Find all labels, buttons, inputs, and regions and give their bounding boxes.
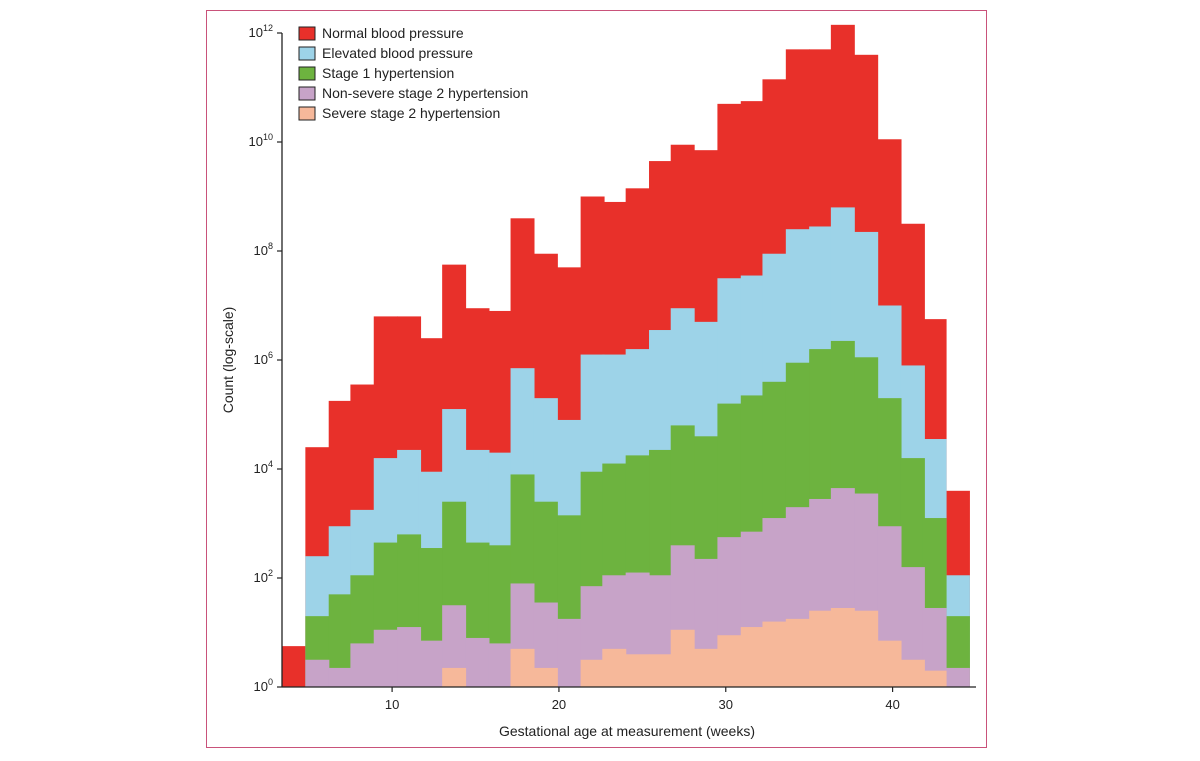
- bar-series5-bin27: [877, 640, 902, 687]
- legend-label: Severe stage 2 hypertension: [322, 105, 500, 121]
- bar-series5-bin21: [740, 627, 765, 687]
- histogram-bars: [282, 24, 970, 688]
- bar-series4-bin29: [922, 607, 947, 687]
- bar-series4-bin10: [488, 643, 513, 687]
- y-tick-label: 1012: [249, 23, 273, 40]
- bar-series4-bin6: [397, 627, 422, 687]
- y-tick-label: 104: [254, 459, 273, 476]
- bar-series5-bin16: [625, 654, 650, 687]
- legend-label: Stage 1 hypertension: [322, 65, 454, 81]
- x-tick-label: 40: [885, 697, 899, 712]
- legend-swatch: [298, 86, 316, 101]
- bar-series5-bin17: [649, 654, 673, 687]
- bar-series5-bin25: [830, 607, 855, 687]
- bar-series5-bin14: [580, 659, 605, 687]
- bar-series5-bin26: [854, 610, 879, 687]
- bar-series5-bin8: [442, 667, 467, 687]
- y-tick-label: 102: [254, 568, 273, 585]
- bar-series4-bin13: [557, 618, 582, 688]
- bar-series5-bin22: [762, 621, 787, 687]
- bar-series4-bin3: [328, 667, 353, 687]
- y-tick-label: 106: [254, 350, 273, 367]
- x-tick-label: 20: [552, 697, 566, 712]
- series-5: [442, 607, 947, 688]
- legend-label: Elevated blood pressure: [322, 45, 473, 61]
- legend-label: Normal blood pressure: [322, 25, 464, 41]
- bar-series4-bin30: [945, 667, 970, 687]
- bar-series4-bin4: [350, 643, 375, 687]
- legend-swatch: [298, 46, 316, 61]
- bar-series4-bin5: [373, 629, 398, 687]
- x-tick-label: 10: [385, 697, 399, 712]
- x-axis-title: Gestational age at measurement (weeks): [499, 723, 755, 739]
- bar-series4-bin2: [305, 659, 330, 687]
- bar-series4-bin8: [442, 605, 467, 687]
- bar-series5-bin20: [717, 635, 742, 687]
- bar-series5-bin29: [922, 670, 947, 687]
- bar-series4-bin9: [465, 637, 490, 687]
- x-tick-label: 30: [719, 697, 733, 712]
- legend-swatch: [298, 106, 316, 121]
- bar-series1-bin1: [282, 646, 306, 688]
- bar-series4-bin28: [900, 567, 925, 687]
- bar-series4-bin7: [418, 640, 443, 687]
- y-tick-label: 108: [254, 241, 273, 258]
- bar-series5-bin23: [785, 618, 810, 688]
- legend-label: Non-severe stage 2 hypertension: [322, 85, 528, 101]
- bar-series3-bin3: [328, 594, 353, 687]
- y-tick-labels: 100 102 104 106 108 1010 1012: [249, 23, 282, 694]
- legend-swatch: [298, 66, 316, 81]
- bar-series5-bin19: [694, 648, 719, 687]
- legend-swatch: [298, 26, 316, 41]
- bar-series5-bin11: [510, 648, 535, 687]
- bar-series4-bin12: [533, 602, 558, 687]
- figure-frame: [206, 10, 987, 748]
- bar-series5-bin15: [602, 648, 627, 687]
- y-tick-label: 1010: [249, 132, 273, 149]
- chart-legend: Normal blood pressure Elevated blood pres…: [298, 25, 528, 121]
- bar-series5-bin28: [900, 659, 925, 687]
- bar-series5-bin12: [533, 667, 558, 687]
- bar-series5-bin18: [670, 629, 695, 687]
- y-axis-title: Count (log-scale): [220, 307, 236, 414]
- bar-series5-bin24: [809, 610, 834, 687]
- x-tick-labels: 10 20 30 40: [385, 687, 900, 712]
- y-tick-label: 100: [254, 677, 273, 694]
